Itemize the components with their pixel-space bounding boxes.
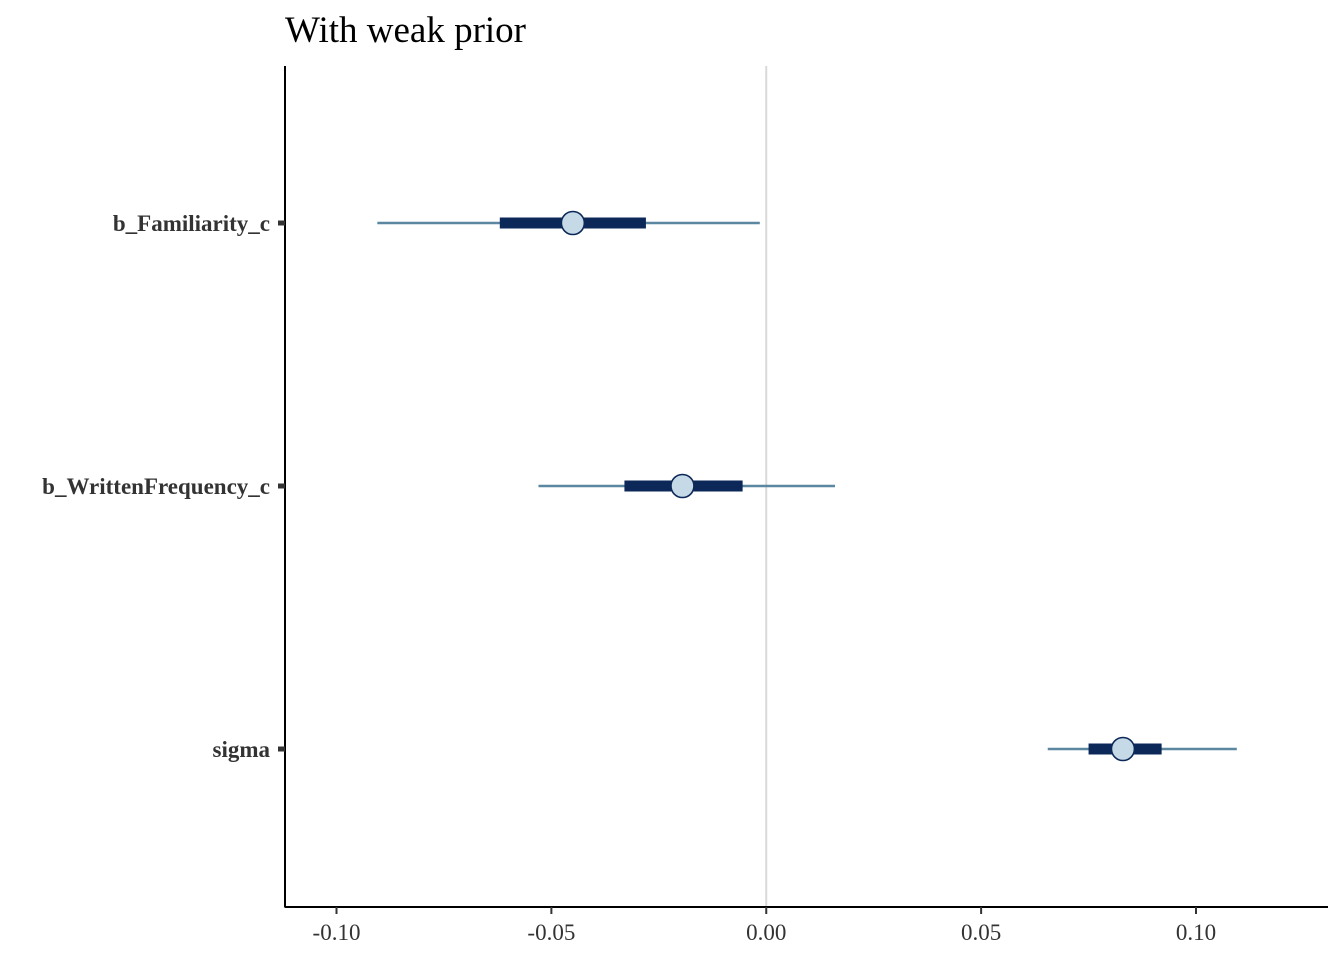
point-estimate [670, 473, 695, 499]
chart-title: With weak prior [285, 10, 526, 51]
y-tick-label: b_Familiarity_c [113, 211, 270, 236]
x-tick-label: -0.10 [313, 920, 361, 945]
x-tick-label: -0.05 [527, 920, 575, 945]
x-tick-label: 0.05 [961, 920, 1001, 945]
y-tick-label: sigma [213, 737, 271, 762]
y-tick-label: b_WrittenFrequency_c [42, 474, 270, 499]
plot-panel: -0.10 -0.05 0.00 0.05 0.10 b_Familiarity_c b_W… [42, 66, 1328, 945]
point-estimate [1110, 736, 1136, 762]
x-tick-label: 0.00 [746, 920, 786, 945]
x-tick-label: 0.10 [1176, 920, 1216, 945]
point-estimate [560, 210, 586, 236]
